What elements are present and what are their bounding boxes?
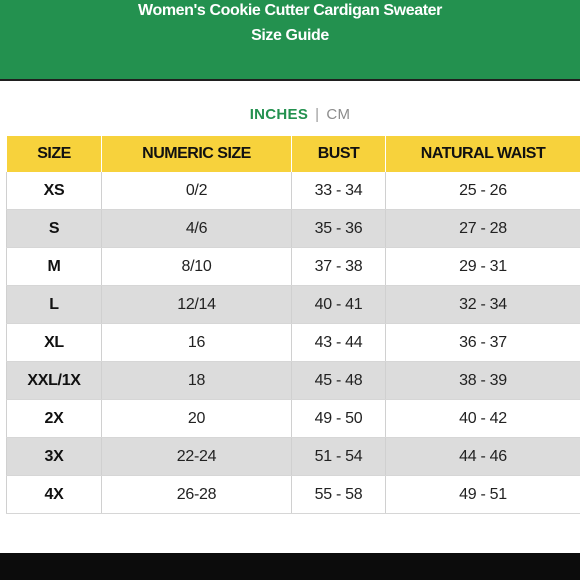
numeric-size-cell: 16 <box>101 323 292 362</box>
page-subtitle: Size Guide <box>251 27 329 44</box>
numeric-size-cell: 20 <box>101 399 292 438</box>
numeric-size-cell: 18 <box>101 361 292 400</box>
natural-waist-cell: 49 - 51 <box>385 475 580 514</box>
table-header-row: SIZE NUMERIC SIZE BUST NATURAL WAIST <box>6 136 580 172</box>
size-cell: XS <box>6 172 102 210</box>
column-header-size: SIZE <box>6 136 102 172</box>
bust-cell: 35 - 36 <box>291 209 386 248</box>
size-cell: 4X <box>6 475 102 514</box>
table-row: S 4/6 35 - 36 27 - 28 <box>6 209 580 248</box>
bust-cell: 43 - 44 <box>291 323 386 362</box>
natural-waist-cell: 44 - 46 <box>385 437 580 476</box>
bust-cell: 37 - 38 <box>291 247 386 286</box>
natural-waist-cell: 36 - 37 <box>385 323 580 362</box>
inches-tab[interactable]: INCHES <box>249 106 309 123</box>
table-row: XS 0/2 33 - 34 25 - 26 <box>6 172 580 210</box>
bust-cell: 51 - 54 <box>291 437 386 476</box>
page-header: Women's Cookie Cutter Cardigan Sweater S… <box>0 0 580 80</box>
cm-tab[interactable]: CM <box>326 106 351 123</box>
table-body: XS 0/2 33 - 34 25 - 26 S 4/6 35 - 36 27 - 28 M 8/… <box>6 172 580 514</box>
table-row: 3X 22-24 51 - 54 44 - 46 <box>6 437 580 476</box>
header-divider <box>0 79 580 81</box>
bust-cell: 45 - 48 <box>291 361 386 400</box>
bust-cell: 33 - 34 <box>291 172 386 210</box>
bust-cell: 49 - 50 <box>291 399 386 438</box>
numeric-size-cell: 26-28 <box>101 475 292 514</box>
table-row: XL 16 43 - 44 36 - 37 <box>6 323 580 362</box>
table-row: 2X 20 49 - 50 40 - 42 <box>6 399 580 438</box>
page-title: Women's Cookie Cutter Cardigan Sweater <box>138 2 442 19</box>
size-cell: XL <box>6 323 102 362</box>
numeric-size-cell: 0/2 <box>101 172 292 210</box>
natural-waist-cell: 40 - 42 <box>385 399 580 438</box>
size-cell: XXL/1X <box>6 361 102 400</box>
bust-cell: 40 - 41 <box>291 285 386 324</box>
column-header-natural-waist: NATURAL WAIST <box>385 136 580 172</box>
size-table: SIZE NUMERIC SIZE BUST NATURAL WAIST XS 0… <box>6 136 580 514</box>
unit-toggle: INCHES | CM <box>0 106 580 123</box>
numeric-size-cell: 12/14 <box>101 285 292 324</box>
numeric-size-cell: 8/10 <box>101 247 292 286</box>
column-header-numeric-size: NUMERIC SIZE <box>101 136 292 172</box>
natural-waist-cell: 38 - 39 <box>385 361 580 400</box>
numeric-size-cell: 22-24 <box>101 437 292 476</box>
size-cell: 3X <box>6 437 102 476</box>
size-cell: L <box>6 285 102 324</box>
natural-waist-cell: 27 - 28 <box>385 209 580 248</box>
bust-cell: 55 - 58 <box>291 475 386 514</box>
table-row: M 8/10 37 - 38 29 - 31 <box>6 247 580 286</box>
size-cell: S <box>6 209 102 248</box>
column-header-bust: BUST <box>291 136 386 172</box>
table-row: 4X 26-28 55 - 58 49 - 51 <box>6 475 580 514</box>
table-row: XXL/1X 18 45 - 48 38 - 39 <box>6 361 580 400</box>
size-cell: 2X <box>6 399 102 438</box>
size-cell: M <box>6 247 102 286</box>
natural-waist-cell: 32 - 34 <box>385 285 580 324</box>
footer-bar <box>0 553 580 580</box>
natural-waist-cell: 29 - 31 <box>385 247 580 286</box>
numeric-size-cell: 4/6 <box>101 209 292 248</box>
table-row: L 12/14 40 - 41 32 - 34 <box>6 285 580 324</box>
unit-separator: | <box>315 106 320 123</box>
natural-waist-cell: 25 - 26 <box>385 172 580 210</box>
